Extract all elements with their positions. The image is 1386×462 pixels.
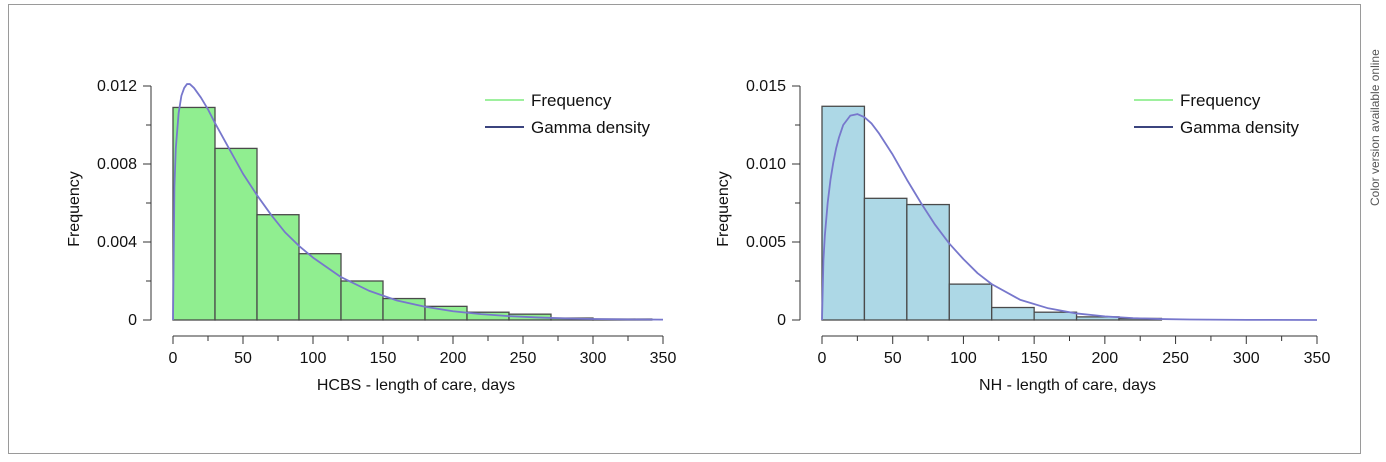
histogram-bar: [821, 105, 866, 321]
y-axis-title: Frequency: [66, 171, 83, 247]
y-tick-label: 0: [777, 312, 786, 329]
chart-panel-1: 0 0.004 0.008 0.012 0 50 100 150 200 250 300 350 HCB…: [66, 78, 676, 394]
side-note: Color version available online: [1362, 0, 1386, 462]
x-tick-label: 300: [1233, 350, 1260, 367]
x-tick-label: 0: [818, 350, 827, 367]
x-tick-label: 250: [1162, 350, 1189, 367]
y-tick-label: 0: [128, 312, 137, 329]
y-tick-label: 0.015: [746, 78, 786, 95]
gamma-density-curve: [821, 113, 1318, 321]
chart-panel-2: 0 0.005 0.010 0.015 0 50 100 150 200 250 300 350 NH …: [715, 78, 1330, 394]
x-tick-label: 350: [1304, 350, 1331, 367]
x-tick-label: 300: [580, 350, 607, 367]
histogram-bar: [863, 197, 908, 321]
x-tick-label: 100: [300, 350, 327, 367]
figure-frame: 0 0.004 0.008 0.012 0 50 100 150 200 250 300 350 HCB…: [8, 4, 1361, 454]
x-tick-label: 150: [370, 350, 397, 367]
legend-label: Gamma density: [531, 118, 651, 137]
x-tick-label: 250: [510, 350, 537, 367]
x-tick-label: 350: [650, 350, 677, 367]
legend-label: Gamma density: [1180, 118, 1300, 137]
y-tick-label: 0.008: [97, 156, 137, 173]
histogram-bar: [991, 306, 1035, 321]
legend-label: Frequency: [531, 91, 612, 110]
y-tick-label: 0.012: [97, 78, 137, 95]
x-axis-title: NH - length of care, days: [979, 377, 1156, 394]
legend-label: Frequency: [1180, 91, 1261, 110]
histogram-bar: [298, 253, 342, 321]
color-version-note: Color version available online: [1368, 49, 1382, 206]
histogram-bar: [214, 147, 258, 321]
x-tick-label: 50: [234, 350, 252, 367]
histogram-bar: [1033, 311, 1078, 321]
y-axis-title: Frequency: [715, 171, 732, 247]
histogram-bar: [948, 283, 993, 321]
x-tick-label: 100: [950, 350, 977, 367]
x-tick-label: 50: [884, 350, 902, 367]
y-tick-label: 0.005: [746, 234, 786, 251]
x-tick-label: 200: [1092, 350, 1119, 367]
histogram-bar: [256, 214, 300, 321]
x-axis-title: HCBS - length of care, days: [317, 377, 515, 394]
histogram-bar: [172, 106, 216, 321]
x-tick-label: 150: [1021, 350, 1048, 367]
y-tick-label: 0.010: [746, 156, 786, 173]
x-tick-label: 200: [440, 350, 467, 367]
x-tick-label: 0: [169, 350, 178, 367]
histogram-bar: [906, 203, 950, 321]
figure-canvas: 0 0.004 0.008 0.012 0 50 100 150 200 250 300 350 HCB…: [66, 78, 1330, 394]
gamma-density-curve: [172, 83, 664, 321]
y-tick-label: 0.004: [97, 234, 137, 251]
